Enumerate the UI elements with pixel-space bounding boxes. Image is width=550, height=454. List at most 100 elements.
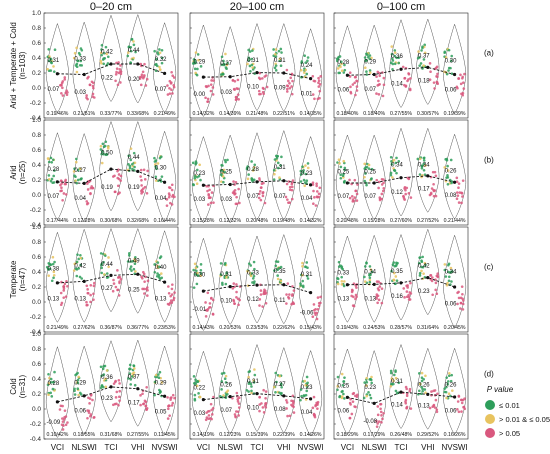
- negative-mean-label: 0.07: [48, 194, 60, 200]
- sample-point: [88, 83, 92, 87]
- stat-label: 0.14/26%: [300, 432, 322, 438]
- sample-point: [446, 164, 449, 168]
- sample-point: [376, 301, 379, 305]
- sample-point: [390, 57, 394, 60]
- sample-point: [129, 378, 133, 381]
- sample-point: [393, 169, 397, 173]
- stat-label: 0.22/39%: [273, 432, 295, 438]
- sample-point: [167, 407, 170, 411]
- sample-point: [86, 201, 90, 205]
- sample-point: [382, 411, 385, 415]
- sample-point: [64, 415, 68, 418]
- stat-label: 0.19/46%: [46, 111, 68, 117]
- sample-point: [455, 176, 459, 180]
- sample-point: [342, 159, 346, 163]
- trend-line: [347, 391, 455, 404]
- sample-point: [364, 59, 367, 63]
- sample-point: [141, 392, 144, 396]
- sample-point: [349, 397, 352, 401]
- sample-point: [157, 373, 160, 376]
- sample-point: [264, 301, 268, 305]
- sample-point: [105, 276, 109, 279]
- sample-point: [169, 294, 172, 298]
- sample-point: [73, 387, 76, 391]
- mean-marker: [228, 285, 232, 289]
- sample-point: [46, 67, 49, 71]
- sample-point: [236, 398, 240, 401]
- sample-point: [159, 272, 163, 275]
- sample-point: [197, 58, 200, 62]
- sample-point: [58, 83, 62, 87]
- sample-point: [117, 71, 121, 75]
- sample-point: [264, 402, 267, 405]
- sample-point: [86, 76, 89, 80]
- x-tick-label: NVSWI: [297, 443, 323, 452]
- sample-point: [169, 201, 172, 205]
- sample-point: [409, 292, 413, 295]
- mean-marker: [136, 272, 140, 276]
- y-tick-label: 1.0: [32, 331, 41, 338]
- sample-point: [432, 182, 435, 186]
- sample-point: [141, 276, 144, 280]
- sample-point: [278, 391, 281, 394]
- sample-point: [220, 180, 223, 183]
- sample-point: [47, 372, 50, 376]
- sample-point: [85, 300, 88, 304]
- sample-point: [47, 381, 51, 385]
- positive-mean-label: 0.42: [74, 264, 86, 270]
- stat-label: 0.14/39%: [219, 111, 241, 117]
- sample-point: [249, 70, 252, 73]
- sample-point: [51, 255, 55, 259]
- positive-mean-label: 0.31: [247, 379, 259, 385]
- sample-point: [49, 381, 53, 384]
- sample-point: [461, 195, 464, 198]
- column-title: 0–100 cm: [377, 1, 425, 13]
- sample-point: [79, 253, 82, 257]
- sample-point: [114, 380, 117, 384]
- sample-point: [118, 68, 122, 71]
- sample-point: [220, 380, 224, 383]
- negative-mean-label: 0.13: [418, 403, 430, 409]
- sample-point: [172, 84, 175, 87]
- violin-outline: [218, 347, 242, 435]
- sample-point: [92, 284, 96, 288]
- sample-point: [349, 91, 353, 95]
- positive-mean-label: 0.22: [194, 386, 206, 392]
- sample-point: [370, 375, 373, 379]
- sample-point: [238, 201, 241, 205]
- sample-point: [379, 402, 383, 406]
- sample-point: [205, 411, 208, 414]
- sample-point: [119, 64, 122, 67]
- sample-point: [72, 269, 76, 272]
- sample-point: [367, 167, 371, 170]
- trend-line: [347, 66, 455, 76]
- sample-point: [171, 92, 174, 95]
- violin-outline: [272, 346, 296, 434]
- sample-point: [311, 93, 315, 96]
- sample-point: [194, 272, 197, 276]
- sample-point: [445, 72, 449, 76]
- sample-point: [101, 367, 105, 371]
- sample-point: [90, 185, 93, 188]
- sample-point: [422, 156, 426, 160]
- sample-point: [166, 84, 169, 87]
- negative-mean-label: 0.07: [338, 194, 350, 200]
- sample-point: [389, 173, 393, 177]
- sample-point: [342, 284, 346, 288]
- sample-point: [348, 75, 352, 78]
- x-tick-label: VCI: [341, 443, 354, 452]
- sample-point: [463, 397, 466, 400]
- sample-point: [276, 274, 279, 277]
- violin-outline: [99, 339, 123, 423]
- negative-mean-label: 0.17: [128, 400, 140, 406]
- sample-point: [436, 274, 440, 278]
- sample-point: [389, 155, 393, 159]
- sample-point: [64, 182, 68, 186]
- sample-point: [258, 409, 261, 413]
- sample-point: [340, 372, 344, 376]
- sample-point: [422, 168, 426, 172]
- sample-point: [395, 56, 398, 60]
- sample-point: [114, 190, 117, 194]
- stat-label: 0.14/43%: [192, 325, 214, 331]
- panel-frame: [43, 226, 179, 333]
